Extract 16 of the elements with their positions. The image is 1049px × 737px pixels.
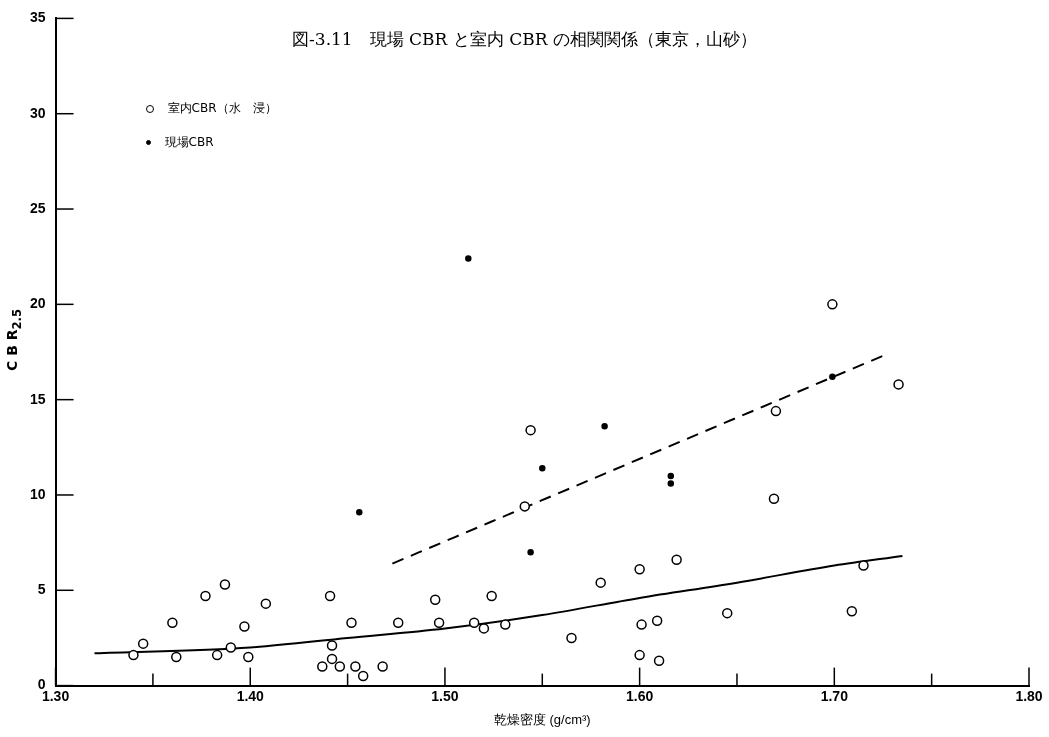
y-tick-label: 10 — [29, 485, 46, 502]
y-tick-label: 35 — [29, 9, 46, 26]
x-tick-label: 1.50 — [431, 687, 459, 704]
x-tick-label: 1.40 — [236, 687, 265, 704]
y-tick-label: 25 — [29, 199, 46, 216]
x-axis-title: 乾燥密度 (g/cm³) — [493, 711, 591, 727]
x-tick-label: 1.70 — [820, 687, 849, 704]
text: 図-3.11 現場 CBR と室内 CBR の相関関係（東京，山砂） — [291, 28, 758, 51]
y-tick-label: 20 — [29, 295, 46, 312]
y-tick-label: 30 — [29, 104, 46, 121]
y-tick-label: 5 — [37, 581, 46, 598]
x-tick-label: 1.80 — [1015, 687, 1043, 704]
legend-label: 現場CBR — [164, 134, 214, 152]
x-tick-label: 1.60 — [626, 687, 654, 704]
y-tick-label: 15 — [29, 390, 46, 407]
legend-label: 室内CBR（水 浸） — [167, 100, 277, 118]
